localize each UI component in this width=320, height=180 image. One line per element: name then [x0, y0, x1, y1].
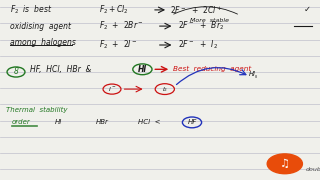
Text: $F_2 + Cl_2$: $F_2 + Cl_2$ — [99, 4, 129, 16]
Text: $HI$: $HI$ — [248, 69, 257, 78]
Text: ✓: ✓ — [304, 5, 311, 14]
Text: $F_2$  is  best: $F_2$ is best — [10, 4, 52, 16]
Text: HCl  <: HCl < — [138, 119, 160, 125]
Circle shape — [267, 154, 302, 174]
Text: 8: 8 — [13, 68, 19, 76]
Text: doubtnut: doubtnut — [306, 167, 320, 172]
Text: oxidising  agent: oxidising agent — [10, 22, 71, 31]
Text: Best  reducing  agent: Best reducing agent — [173, 66, 251, 72]
Text: Thermal  stability: Thermal stability — [6, 107, 68, 113]
Text: HI: HI — [138, 65, 147, 74]
Text: HBr: HBr — [96, 119, 109, 125]
Text: $2F^-$  $+$  $2Cl^+$: $2F^-$ $+$ $2Cl^+$ — [170, 4, 222, 16]
Text: among  halogens: among halogens — [10, 38, 76, 47]
Text: $2F^-$  $+$  $I_2$: $2F^-$ $+$ $I_2$ — [178, 39, 218, 51]
Text: $I_2$: $I_2$ — [162, 85, 168, 94]
Text: More  stable: More stable — [190, 18, 229, 23]
Text: $_8$: $_8$ — [254, 73, 258, 81]
Text: $I^-$: $I^-$ — [108, 85, 116, 93]
Text: $F_2$  $+$  $2I^-$: $F_2$ $+$ $2I^-$ — [99, 39, 138, 51]
Text: HI: HI — [54, 119, 62, 125]
Text: $F_2$  $+$  $2Br^-$: $F_2$ $+$ $2Br^-$ — [99, 20, 144, 32]
Text: order: order — [11, 119, 30, 125]
Text: HF,  HCl,  HBr  &: HF, HCl, HBr & — [30, 65, 92, 74]
Text: $2F^-$  $+$  $Br_2$: $2F^-$ $+$ $Br_2$ — [178, 20, 224, 32]
Text: HF: HF — [188, 119, 196, 125]
Text: ♫: ♫ — [280, 159, 290, 169]
